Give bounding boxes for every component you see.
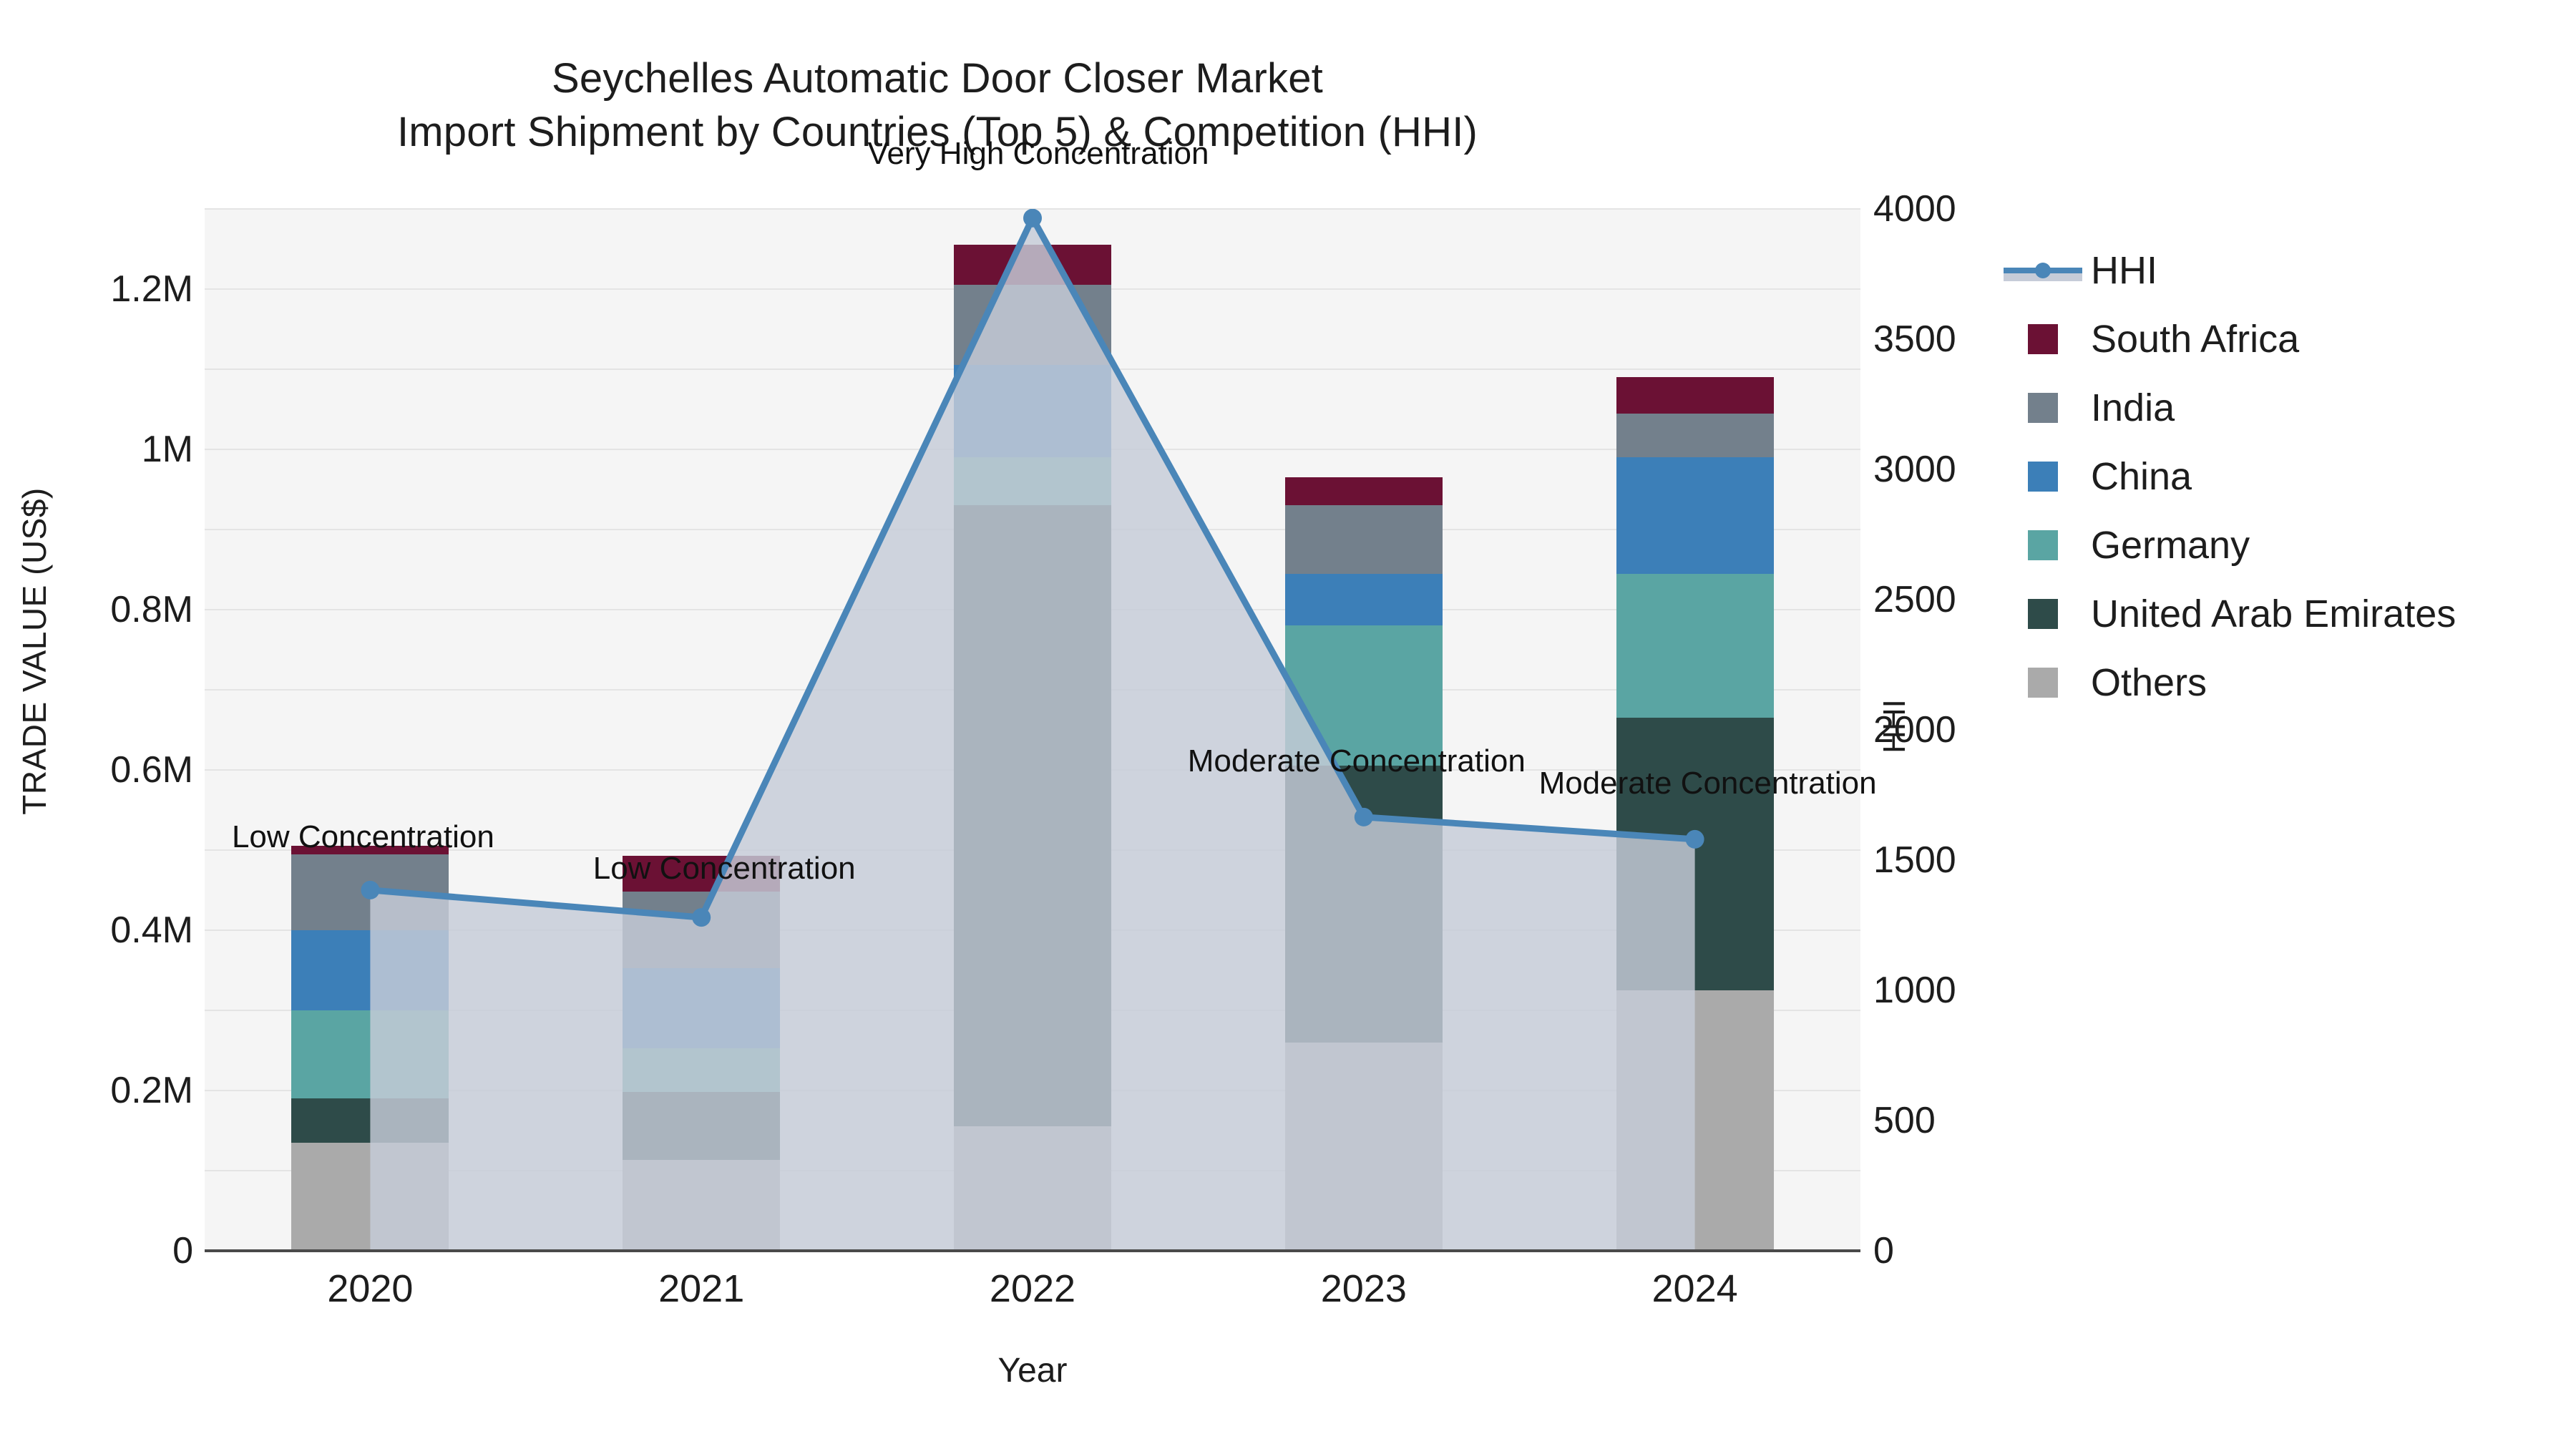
x-axis-line (205, 1249, 1860, 1252)
x-tick-2020: 2020 (327, 1267, 414, 1310)
y-tick-right: 1000 (1873, 970, 1956, 1011)
hhi-marker-2022[interactable] (1023, 209, 1042, 228)
legend-swatch-icon (2028, 530, 2058, 560)
y-tick-right: 4000 (1873, 188, 1956, 230)
legend-label: HHI (2091, 249, 2157, 292)
y-tick-left: 1M (141, 429, 193, 470)
y-tick-right: 2000 (1873, 709, 1956, 751)
y-tick-right: 0 (1873, 1230, 1894, 1272)
x-axis-ticks: 2020 2021 2022 2023 2024 (205, 1267, 1860, 1331)
legend-item-others[interactable]: Others (2004, 648, 2569, 717)
bar-segment[interactable] (1284, 505, 1443, 574)
legend-swatch-icon (2028, 393, 2058, 423)
hhi-marker-2023[interactable] (1354, 807, 1373, 826)
chart-title-line-2: Import Shipment by Countries (Top 5) & C… (396, 109, 1478, 156)
legend-item-china[interactable]: China (2004, 442, 2569, 511)
y-tick-right: 3000 (1873, 449, 1956, 490)
legend-label: South Africa (2091, 318, 2300, 361)
legend-swatch-icon (2028, 324, 2058, 354)
legend-label: United Arab Emirates (2091, 592, 2457, 635)
annotation-2022: Very High Concentration (867, 135, 1209, 171)
x-tick-2023: 2023 (1320, 1267, 1407, 1310)
hhi-line (361, 209, 1704, 1251)
y-axis-right-title: HHI (1877, 699, 1912, 753)
y-tick-right: 2500 (1873, 579, 1956, 620)
chart-title: Seychelles Automatic Door Closer Market … (0, 52, 1875, 160)
hhi-marker-2024[interactable] (1685, 829, 1704, 849)
legend-swatch-icon (2028, 462, 2058, 492)
hhi-area-polygon (370, 218, 1695, 1251)
y-tick-left: 0.8M (110, 589, 193, 630)
bar-segment[interactable] (291, 846, 449, 854)
hhi-marker-2020[interactable] (361, 880, 380, 899)
legend-label: Others (2091, 661, 2207, 704)
bar-segment[interactable] (1284, 477, 1443, 506)
y-tick-left: 0.2M (110, 1070, 193, 1111)
legend-line-marker-icon (2004, 255, 2082, 286)
y-tick-left: 1.2M (110, 268, 193, 310)
annotation-2021: Low Concentration (592, 851, 856, 887)
legend-label: India (2091, 386, 2175, 429)
x-tick-2021: 2021 (658, 1267, 745, 1310)
bar-segment[interactable] (1616, 457, 1774, 574)
y-tick-left: 0.4M (110, 909, 193, 951)
y-tick-left: 0 (172, 1230, 193, 1272)
y-axis-left-ticks: 0 0.2M 0.4M 0.6M 0.8M 1M 1.2M (0, 0, 195, 1449)
legend-item-hhi[interactable]: HHI (2004, 236, 2569, 305)
legend-line-dot (2035, 263, 2051, 278)
y-tick-right: 3500 (1873, 318, 1956, 360)
legend-item-india[interactable]: India (2004, 374, 2569, 442)
annotation-2023: Moderate Concentration (1187, 743, 1526, 779)
hhi-marker-2021[interactable] (692, 908, 711, 927)
legend-label: Germany (2091, 524, 2250, 567)
x-tick-2024: 2024 (1652, 1267, 1738, 1310)
plot-area: Low Concentration Low Concentration Very H… (205, 136, 1877, 1252)
x-tick-2022: 2022 (989, 1267, 1076, 1310)
legend-label: China (2091, 455, 2192, 498)
x-axis-title: Year (997, 1352, 1068, 1390)
y-tick-left: 0.6M (110, 749, 193, 791)
y-axis-right-ticks: 0 500 1000 1500 2000 2500 3000 3500 4000 (1873, 0, 2088, 1449)
legend-item-united-arab-emirates[interactable]: United Arab Emirates (2004, 580, 2569, 648)
legend-swatch-icon (2028, 599, 2058, 629)
bar-segment[interactable] (1616, 413, 1774, 458)
legend-item-germany[interactable]: Germany (2004, 511, 2569, 580)
legend-swatch-icon (2028, 668, 2058, 698)
bar-segment[interactable] (1284, 573, 1443, 626)
y-tick-right: 1500 (1873, 839, 1956, 881)
annotation-2024: Moderate Concentration (1538, 765, 1877, 801)
bar-segment[interactable] (1616, 377, 1774, 414)
chart-title-line-1: Seychelles Automatic Door Closer Market (552, 55, 1323, 102)
legend-item-south-africa[interactable]: South Africa (2004, 305, 2569, 374)
chart-legend: HHI South Africa India China Germany United A… (2004, 236, 2569, 717)
annotation-2020: Low Concentration (231, 819, 494, 854)
y-axis-left-title: TRADE VALUE (US$) (16, 487, 53, 815)
bar-segment[interactable] (1616, 573, 1774, 718)
y-tick-right: 500 (1873, 1100, 1936, 1141)
